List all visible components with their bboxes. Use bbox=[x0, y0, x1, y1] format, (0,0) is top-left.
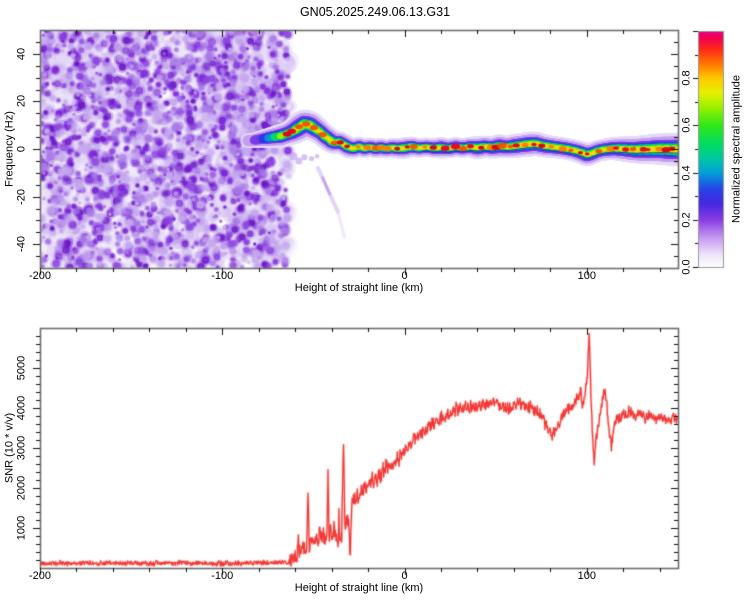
y-tick-label: 5000 bbox=[15, 355, 28, 381]
x-tick-label: 100 bbox=[577, 570, 597, 582]
spectrogram-x-axis-label: Height of straight line (km) bbox=[294, 282, 424, 294]
snr-y-axis-label: SNR (10 * v/v) bbox=[3, 412, 16, 484]
y-tick-label: 20 bbox=[15, 95, 28, 108]
colorbar-tick-label: 0.0 bbox=[680, 259, 693, 275]
colorbar-tick-label: 0.6 bbox=[680, 117, 693, 134]
x-tick-label: -100 bbox=[211, 570, 234, 582]
colorbar-tick-label: 0.2 bbox=[680, 212, 693, 228]
y-tick-label: 0 bbox=[15, 145, 28, 153]
y-tick-label: -40 bbox=[15, 236, 28, 253]
snr-x-axis-label: Height of straight line (km) bbox=[294, 582, 424, 594]
x-tick-label: -100 bbox=[211, 270, 234, 282]
x-tick-label: 0 bbox=[401, 270, 408, 282]
y-tick-label: 2000 bbox=[15, 475, 28, 501]
x-tick-label: 100 bbox=[577, 270, 597, 282]
colorbar-label: Normalized spectral amplitude bbox=[730, 75, 743, 223]
y-tick-label: 40 bbox=[15, 47, 28, 60]
spectrogram-y-axis-label: Frequency (Hz) bbox=[3, 111, 16, 187]
y-tick-label: 4000 bbox=[15, 395, 28, 421]
x-tick-label: 0 bbox=[401, 570, 408, 582]
y-tick-label: 3000 bbox=[15, 435, 28, 461]
y-tick-label: -20 bbox=[15, 188, 28, 205]
colorbar-tick-label: 0.8 bbox=[680, 70, 693, 86]
page-title: GN05.2025.249.06.13.G31 bbox=[299, 5, 451, 19]
x-tick-label: -200 bbox=[28, 570, 52, 582]
colorbar-tick-label: 0.4 bbox=[680, 164, 693, 181]
x-tick-label: -200 bbox=[28, 270, 52, 282]
y-tick-label: 1000 bbox=[15, 515, 28, 541]
